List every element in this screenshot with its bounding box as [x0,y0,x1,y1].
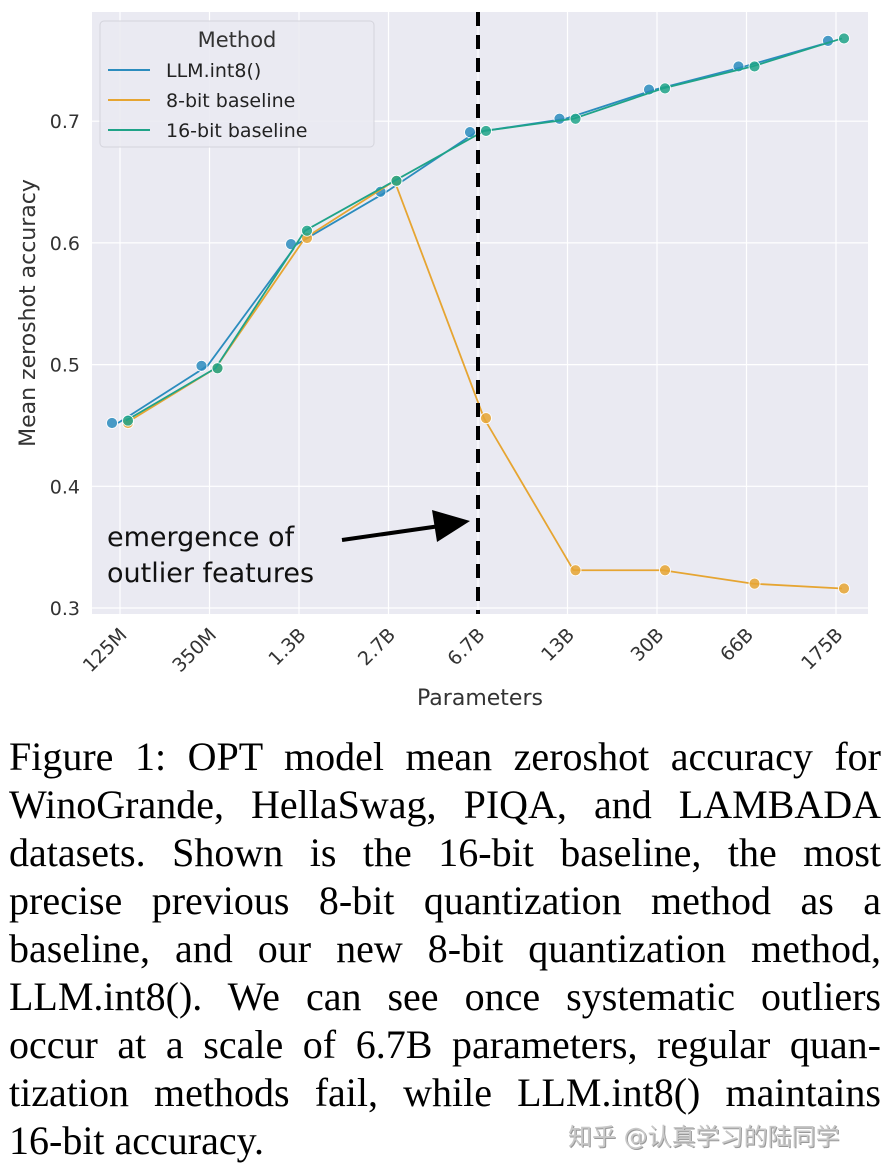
x-tick-label: 175B [797,624,847,674]
series-2 [122,32,850,427]
annotation-text: emergence of [107,522,296,553]
caption-line: baseline, and our new 8-bit quantization… [9,926,881,971]
x-tick-label: 66B [716,624,758,666]
y-tick-label: 0.7 [50,111,80,133]
legend-label: 16-bit baseline [166,120,307,142]
x-tick-label: 125M [79,624,132,677]
caption-line: 16-bit accuracy. [9,1118,265,1163]
watermark: 知乎 @认真学习的陆同学 [568,1123,840,1151]
x-tick-label: 350M [168,624,221,677]
caption-line: datasets. Shown is the 16-bit baseline, … [9,830,881,875]
legend: Method LLM.int8() 8-bit baseline 16-bit bas… [99,20,375,148]
data-point [480,412,492,425]
x-tick-label: 30B [627,624,669,666]
caption-line: LLM.int8(). We can see once systematic o… [9,974,881,1019]
data-point [122,414,134,427]
caption-line: occur at a scale of 6.7B parameters, reg… [9,1022,881,1067]
y-tick-label: 0.5 [50,355,80,377]
legend-box [99,20,375,148]
data-point [569,112,582,125]
data-point [390,174,403,187]
caption-line: precise previous 8-bit quantization meth… [9,878,881,923]
annotation-text: outlier features [107,558,314,589]
legend-label: LLM.int8() [166,60,261,82]
y-tick-label: 0.4 [50,476,80,498]
data-point [106,417,118,429]
legend-title: Method [198,28,277,52]
data-point [569,564,582,577]
data-point [748,60,761,73]
data-point [659,564,671,577]
x-tick-label: 2.7B [354,624,400,670]
y-axis-label: Mean zeroshot accuracy [16,179,41,447]
y-tick-label: 0.3 [50,598,80,620]
caption-line: WinoGrande, HellaSwag, PIQA, and LAMBADA [9,782,881,827]
data-point [553,112,566,125]
caption-line: Figure 1: OPT model mean zeroshot accura… [9,734,881,779]
data-point [748,577,761,590]
x-tick-label: 6.7B [443,624,489,670]
chart: 0.3 0.4 0.5 0.6 0.7 125M 350M 1.3B 2.7B 6.7B 13B 30… [16,12,868,711]
y-tick-label: 0.6 [50,233,80,255]
data-point [301,224,313,237]
data-point [480,125,492,137]
data-point [838,582,850,595]
arrow-shaft [341,524,441,542]
x-tick-label: 1.3B [264,624,310,670]
data-point [838,32,850,45]
data-point [195,359,208,372]
legend-label: 8-bit baseline [166,90,295,112]
figure-caption: Figure 1: OPT model mean zeroshot accura… [9,733,881,1165]
data-point [464,126,476,139]
x-tick-label: 13B [537,624,579,666]
data-point [211,362,224,375]
data-point [659,82,671,95]
x-axis-label: Parameters [417,686,543,711]
arrow-head [432,510,470,542]
caption-line: tization methods fail, while LLM.int8() … [9,1070,881,1115]
